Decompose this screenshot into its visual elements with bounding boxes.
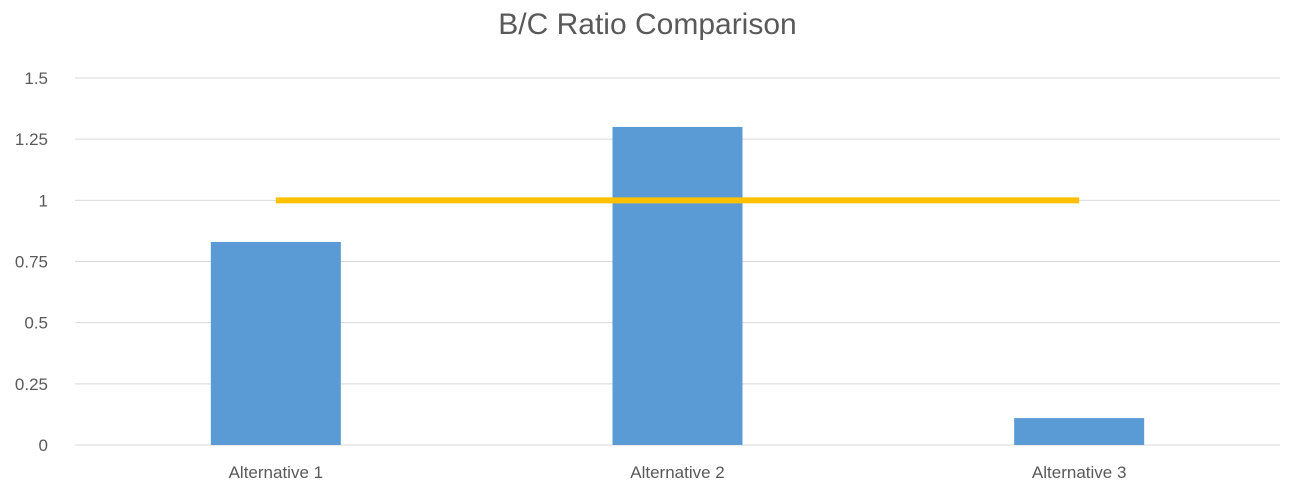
y-tick-label: 0 [39,436,48,455]
x-tick-label: Alternative 3 [1032,463,1127,482]
y-tick-label: 0.75 [15,253,48,272]
y-tick-label: 1.5 [24,69,48,88]
x-tick-label: Alternative 2 [630,463,725,482]
bar [1014,418,1145,445]
y-tick-label: 0.5 [24,314,48,333]
y-tick-label: 1.25 [15,130,48,149]
bar [612,126,743,445]
x-tick-label: Alternative 1 [229,463,324,482]
chart-title: B/C Ratio Comparison [498,8,797,41]
bar [210,241,341,445]
y-tick-label: 1 [39,191,48,210]
y-tick-label: 0.25 [15,375,48,394]
